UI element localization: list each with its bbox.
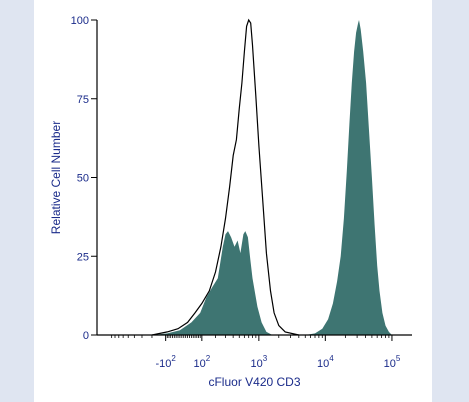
x-tick-label: 103 (251, 354, 268, 370)
series-filled-histogram (152, 20, 392, 335)
y-tick-label: 100 (71, 15, 89, 27)
y-tick-label: 0 (83, 330, 89, 342)
x-tick-label: 102 (193, 354, 210, 370)
histogram-chart: 0 25 50 75 100 -102 102 103 104 105 cFluor V420 CD… (49, 15, 412, 389)
x-tick-label: -102 (155, 354, 176, 370)
y-axis-title: Relative Cell Number (49, 121, 63, 234)
chart-panel: 0 25 50 75 100 -102 102 103 104 105 cFluor V420 CD… (34, 0, 432, 402)
y-tick-label: 75 (77, 94, 89, 106)
x-axis-title: cFluor V420 CD3 (208, 375, 300, 389)
x-tick-label: 104 (317, 354, 334, 370)
y-tick-label: 25 (77, 251, 89, 263)
series-outline-histogram (151, 18, 299, 336)
y-tick-label: 50 (77, 173, 89, 185)
x-tick-label: 105 (384, 354, 401, 370)
